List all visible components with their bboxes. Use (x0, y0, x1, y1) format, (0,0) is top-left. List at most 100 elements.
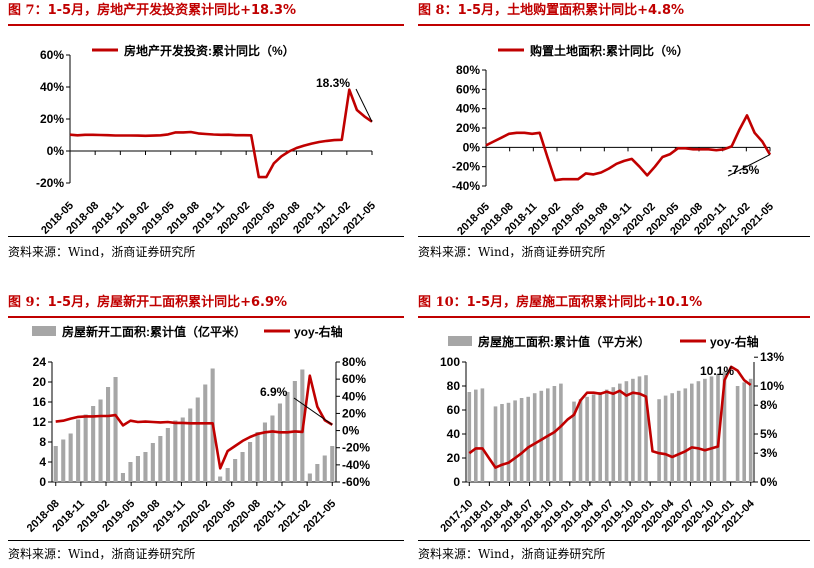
y-tick-label: -40% (452, 179, 480, 193)
y2-tick-label: 0% (760, 475, 778, 489)
y-tick-label: 20% (456, 121, 480, 135)
bar (307, 473, 312, 482)
bar (598, 392, 602, 482)
annotation-leader (293, 397, 333, 426)
bar (578, 399, 583, 482)
series-line (485, 114, 772, 182)
bar (572, 401, 576, 482)
y-tick-label: 4 (39, 455, 46, 469)
y2-tick-label: -60% (342, 475, 370, 489)
bar (735, 386, 740, 482)
bar (480, 388, 485, 482)
bar (663, 395, 668, 482)
y-tick-label: 0 (453, 475, 460, 489)
y2-tick-label: 13% (760, 350, 784, 364)
annotation-leader (355, 88, 373, 122)
bar (233, 459, 238, 482)
y-tick-label: 20% (40, 112, 64, 126)
bar (91, 406, 96, 482)
bar (120, 473, 125, 482)
bar (203, 384, 208, 482)
bar (248, 442, 253, 482)
bar (604, 389, 609, 482)
annotation-label: 10.1% (700, 364, 734, 378)
legend-label: 购置土地面积:累计同比（%） (530, 43, 689, 58)
bar (180, 417, 185, 482)
bar (631, 378, 635, 482)
bar (218, 476, 223, 482)
bar (585, 396, 589, 482)
bar (165, 428, 170, 482)
y2-tick-label: 5% (760, 427, 778, 441)
title-rule (8, 316, 404, 318)
y-tick-label: 20 (33, 375, 47, 389)
y2-tick-label: -40% (342, 458, 370, 472)
bar (513, 400, 517, 482)
legend-bar-swatch (448, 336, 472, 346)
bar (618, 383, 622, 482)
source-note: 资料来源：Wind，浙商证券研究所 (8, 547, 196, 561)
bar (748, 378, 753, 482)
chart-title: 图 7：1-5月，房地产开发投资累计同比+18.3% (8, 3, 297, 18)
bar (742, 382, 746, 482)
bar (330, 446, 335, 482)
bar (716, 374, 720, 482)
bar (83, 414, 88, 482)
y2-tick-label: -20% (342, 441, 370, 455)
y-tick-label: 60% (40, 48, 64, 62)
bar (76, 419, 81, 482)
bottom-rule (418, 236, 810, 237)
bar (500, 404, 504, 482)
bar (683, 388, 688, 482)
land-chart: 80%60%40%20%0%-20%-40%2018-052018-082018… (452, 43, 776, 238)
annotation-label: 18.3% (316, 76, 350, 90)
y2-tick-label: 8% (760, 398, 778, 412)
bar (670, 393, 674, 482)
bar (611, 387, 616, 482)
series-line (69, 88, 373, 179)
title-rule (418, 24, 810, 26)
bar (559, 383, 563, 482)
bar (98, 399, 103, 482)
bar (676, 390, 681, 482)
bar (696, 381, 701, 482)
legend-line-label: yoy-右轴 (294, 324, 343, 339)
title-rule (418, 316, 810, 318)
bar (225, 468, 230, 482)
y2-tick-label: 3% (760, 446, 778, 460)
y2-tick-label: 0% (342, 424, 360, 438)
y2-tick-label: 60% (342, 372, 366, 386)
legend-line-label: yoy-右轴 (710, 334, 759, 349)
annotation-label: 6.9% (260, 385, 288, 399)
y-tick-label: 40% (456, 102, 480, 116)
legend-bar-label: 房屋施工面积:累计值（平方米） (478, 334, 650, 349)
yoy-line (468, 365, 752, 469)
y-tick-label: 20 (447, 451, 461, 465)
bar (262, 422, 267, 482)
y-tick-label: 100 (440, 355, 460, 369)
investment-chart: 60%40%20%0%-20%2018-052018-082018-112019… (36, 43, 378, 237)
yoy-line (55, 374, 333, 470)
bar (150, 443, 155, 482)
bar (53, 446, 58, 482)
bar (195, 397, 200, 482)
construction-chart: 10080604020013%10%8%5%3%0%2017-102018-01… (438, 334, 784, 535)
bar (591, 394, 596, 482)
bar (240, 452, 245, 482)
bar (703, 378, 707, 482)
bottom-rule (8, 540, 404, 541)
y-tick-label: 40% (40, 80, 64, 94)
legend-bar-label: 房屋新开工面积:累计值（亿平米） (62, 324, 246, 339)
bar (255, 432, 260, 482)
bar (61, 439, 66, 482)
bar (474, 389, 478, 482)
bottom-rule (418, 540, 810, 541)
chart-panel-land: 图 8：1-5月，土地购置面积累计同比+4.8% 80% 60% 40% 20% 0% -… (418, 0, 810, 270)
y-tick-label: 80% (456, 63, 480, 77)
bar (539, 390, 544, 482)
y-tick-label: 12 (33, 415, 47, 429)
y2-tick-label: 10% (760, 379, 784, 393)
y-tick-label: 80 (447, 379, 461, 393)
source-note: 资料来源：Wind，浙商证券研究所 (418, 245, 606, 259)
bar (315, 464, 320, 482)
